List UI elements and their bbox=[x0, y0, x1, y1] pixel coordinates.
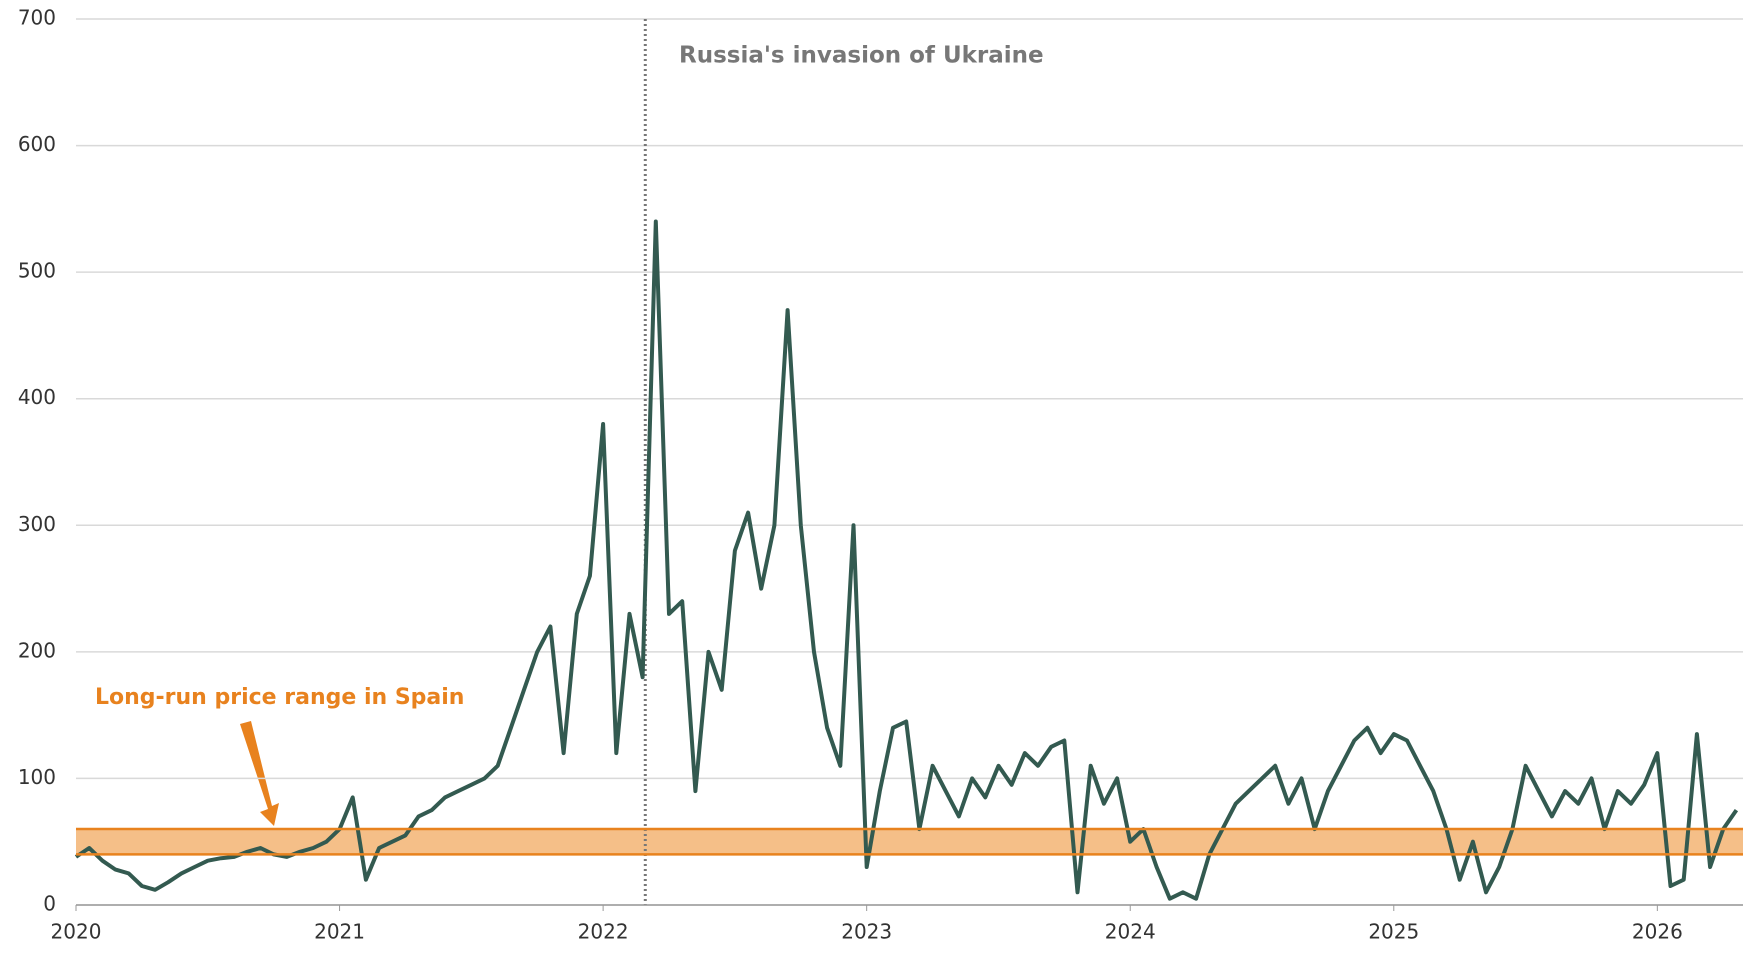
x-tick-label: 2020 bbox=[51, 920, 102, 944]
y-tick-label: 100 bbox=[18, 765, 56, 789]
band-label: Long-run price range in Spain bbox=[95, 685, 464, 710]
y-tick-label: 200 bbox=[18, 638, 56, 662]
y-tick-label: 600 bbox=[18, 132, 56, 156]
y-tick-label: 700 bbox=[18, 6, 56, 30]
x-tick-label: 2024 bbox=[1105, 920, 1156, 944]
price-band bbox=[76, 829, 1743, 855]
arrow bbox=[240, 721, 279, 826]
x-tick-label: 2025 bbox=[1368, 920, 1419, 944]
x-tick-label: 2022 bbox=[578, 920, 629, 944]
y-tick-label: 300 bbox=[18, 512, 56, 536]
x-tick-label: 2026 bbox=[1632, 920, 1683, 944]
x-tick-label: 2023 bbox=[841, 920, 892, 944]
vline-label: Russia's invasion of Ukraine bbox=[679, 43, 1044, 69]
price-line bbox=[74, 219, 1739, 901]
y-tick-label: 400 bbox=[18, 385, 56, 409]
y-tick-label: 0 bbox=[43, 892, 56, 916]
x-tick-label: 2021 bbox=[314, 920, 365, 944]
y-tick-label: 500 bbox=[18, 259, 56, 283]
